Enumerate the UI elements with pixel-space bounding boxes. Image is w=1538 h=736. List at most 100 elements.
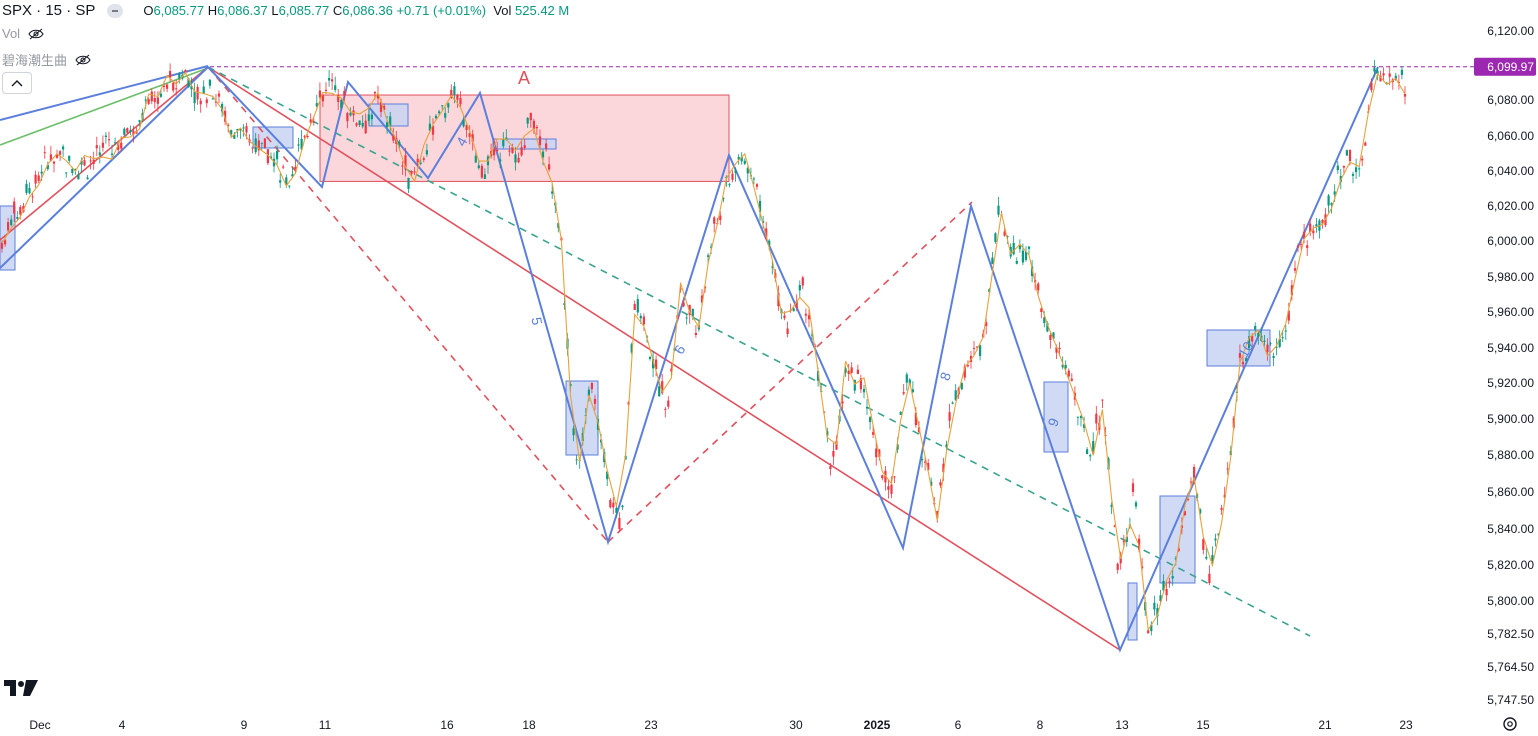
candle-body: [224, 110, 227, 122]
gear-icon[interactable]: [1503, 717, 1517, 731]
wave-label: 5: [528, 316, 545, 327]
candle-body: [1254, 326, 1257, 330]
candle-body: [630, 344, 633, 353]
candle-body: [1300, 244, 1303, 246]
candle-body: [1061, 364, 1064, 368]
candle-body: [444, 113, 447, 118]
candle-body: [1327, 195, 1330, 206]
price-tick-label: 6,080.00: [1487, 93, 1534, 107]
candle-body: [1361, 158, 1364, 161]
candle-body: [419, 162, 422, 164]
candle-body: [911, 389, 914, 392]
candle-body: [930, 481, 933, 486]
candle-body: [606, 471, 609, 480]
symbol-title[interactable]: SPX · 15 · SP: [2, 2, 96, 19]
candle-body: [101, 142, 104, 148]
candle-body: [511, 147, 514, 153]
candle-body: [551, 191, 554, 194]
candle-body: [1162, 580, 1165, 591]
candle-body: [979, 345, 982, 356]
candle-body: [34, 174, 37, 184]
candle-body: [893, 476, 896, 478]
candle-body: [1122, 541, 1125, 543]
candle-body: [939, 482, 942, 486]
candle-body: [1281, 337, 1284, 339]
eye-off-icon[interactable]: [28, 28, 44, 40]
time-axis[interactable]: Dec 4 9 11 16 18 23 30 2025 6 8 13 15 21 23: [29, 718, 1413, 732]
time-tick-label: 13: [1115, 718, 1129, 732]
eye-off-icon[interactable]: [75, 54, 91, 66]
candle-body: [1141, 566, 1144, 569]
candle-body: [1364, 142, 1367, 146]
collapse-legend-button[interactable]: [2, 72, 32, 94]
candle-body: [1355, 167, 1358, 173]
candle-body: [1012, 242, 1015, 255]
indicator-vol[interactable]: Vol: [2, 26, 44, 41]
candle-body: [541, 151, 545, 158]
candle-body: [1199, 509, 1202, 514]
candle-body: [700, 295, 704, 303]
candle-body: [795, 301, 798, 308]
candle-body: [245, 126, 248, 133]
candle-body: [1315, 224, 1318, 227]
candle-body: [618, 518, 621, 530]
candle-body: [1086, 449, 1089, 454]
zigzag-wave-line: [0, 66, 209, 269]
candle-body: [612, 502, 615, 508]
candle-body: [740, 156, 743, 162]
legend-menu-button[interactable]: [107, 4, 124, 19]
time-tick-label: 23: [644, 718, 658, 732]
candle-body: [1131, 483, 1135, 492]
candle-body: [1220, 507, 1223, 510]
candle-body: [1309, 223, 1312, 232]
indicator-custom[interactable]: 碧海潮生曲: [2, 50, 91, 69]
candle-body: [1241, 361, 1245, 365]
candle-body: [737, 156, 740, 160]
candle-body: [107, 139, 111, 141]
candle-body: [798, 285, 801, 291]
candle-body: [496, 150, 499, 151]
candle-body: [615, 507, 618, 513]
candle-body: [236, 129, 239, 131]
candle-body: [1312, 230, 1315, 234]
candle-body: [966, 365, 969, 367]
candle-body: [1330, 203, 1333, 206]
candle-body: [997, 205, 1000, 215]
candle-body: [104, 135, 107, 137]
price-axis[interactable]: 6,120.00 6,080.00 6,060.00 6,040.00 6,020.00…: [1474, 24, 1536, 707]
candle-body: [1003, 231, 1006, 236]
candle-body: [358, 120, 361, 125]
price-tick-label: 5,980.00: [1487, 270, 1534, 284]
candle-body: [55, 153, 59, 158]
price-tick-label: 6,000.00: [1487, 234, 1534, 248]
candle-body: [110, 153, 114, 155]
candle-body: [1018, 245, 1021, 250]
candle-body: [1336, 165, 1339, 171]
candle-body: [1272, 356, 1275, 359]
candle-body: [92, 159, 95, 164]
candle-body: [208, 79, 211, 86]
candle-body: [621, 505, 624, 508]
candle-body: [1095, 413, 1098, 424]
candle-body: [1373, 67, 1376, 72]
candle-body: [1266, 344, 1269, 353]
candle-body: [869, 417, 872, 422]
candle-body: [1153, 602, 1156, 610]
candle-body: [914, 412, 917, 426]
candle-body: [300, 138, 303, 150]
candle-body: [0, 242, 4, 249]
candle-body: [474, 155, 477, 163]
candle-body: [942, 463, 945, 473]
candle-body: [707, 255, 710, 257]
candle-body: [1027, 246, 1031, 249]
candle-body: [126, 128, 129, 133]
tradingview-logo[interactable]: [4, 680, 38, 701]
candle-body: [609, 500, 612, 508]
candle-body: [471, 134, 474, 142]
candle-body: [899, 411, 902, 415]
candle-body: [636, 299, 639, 313]
candle-body: [98, 152, 101, 156]
candle-body: [826, 431, 829, 436]
candle-body: [456, 94, 459, 100]
